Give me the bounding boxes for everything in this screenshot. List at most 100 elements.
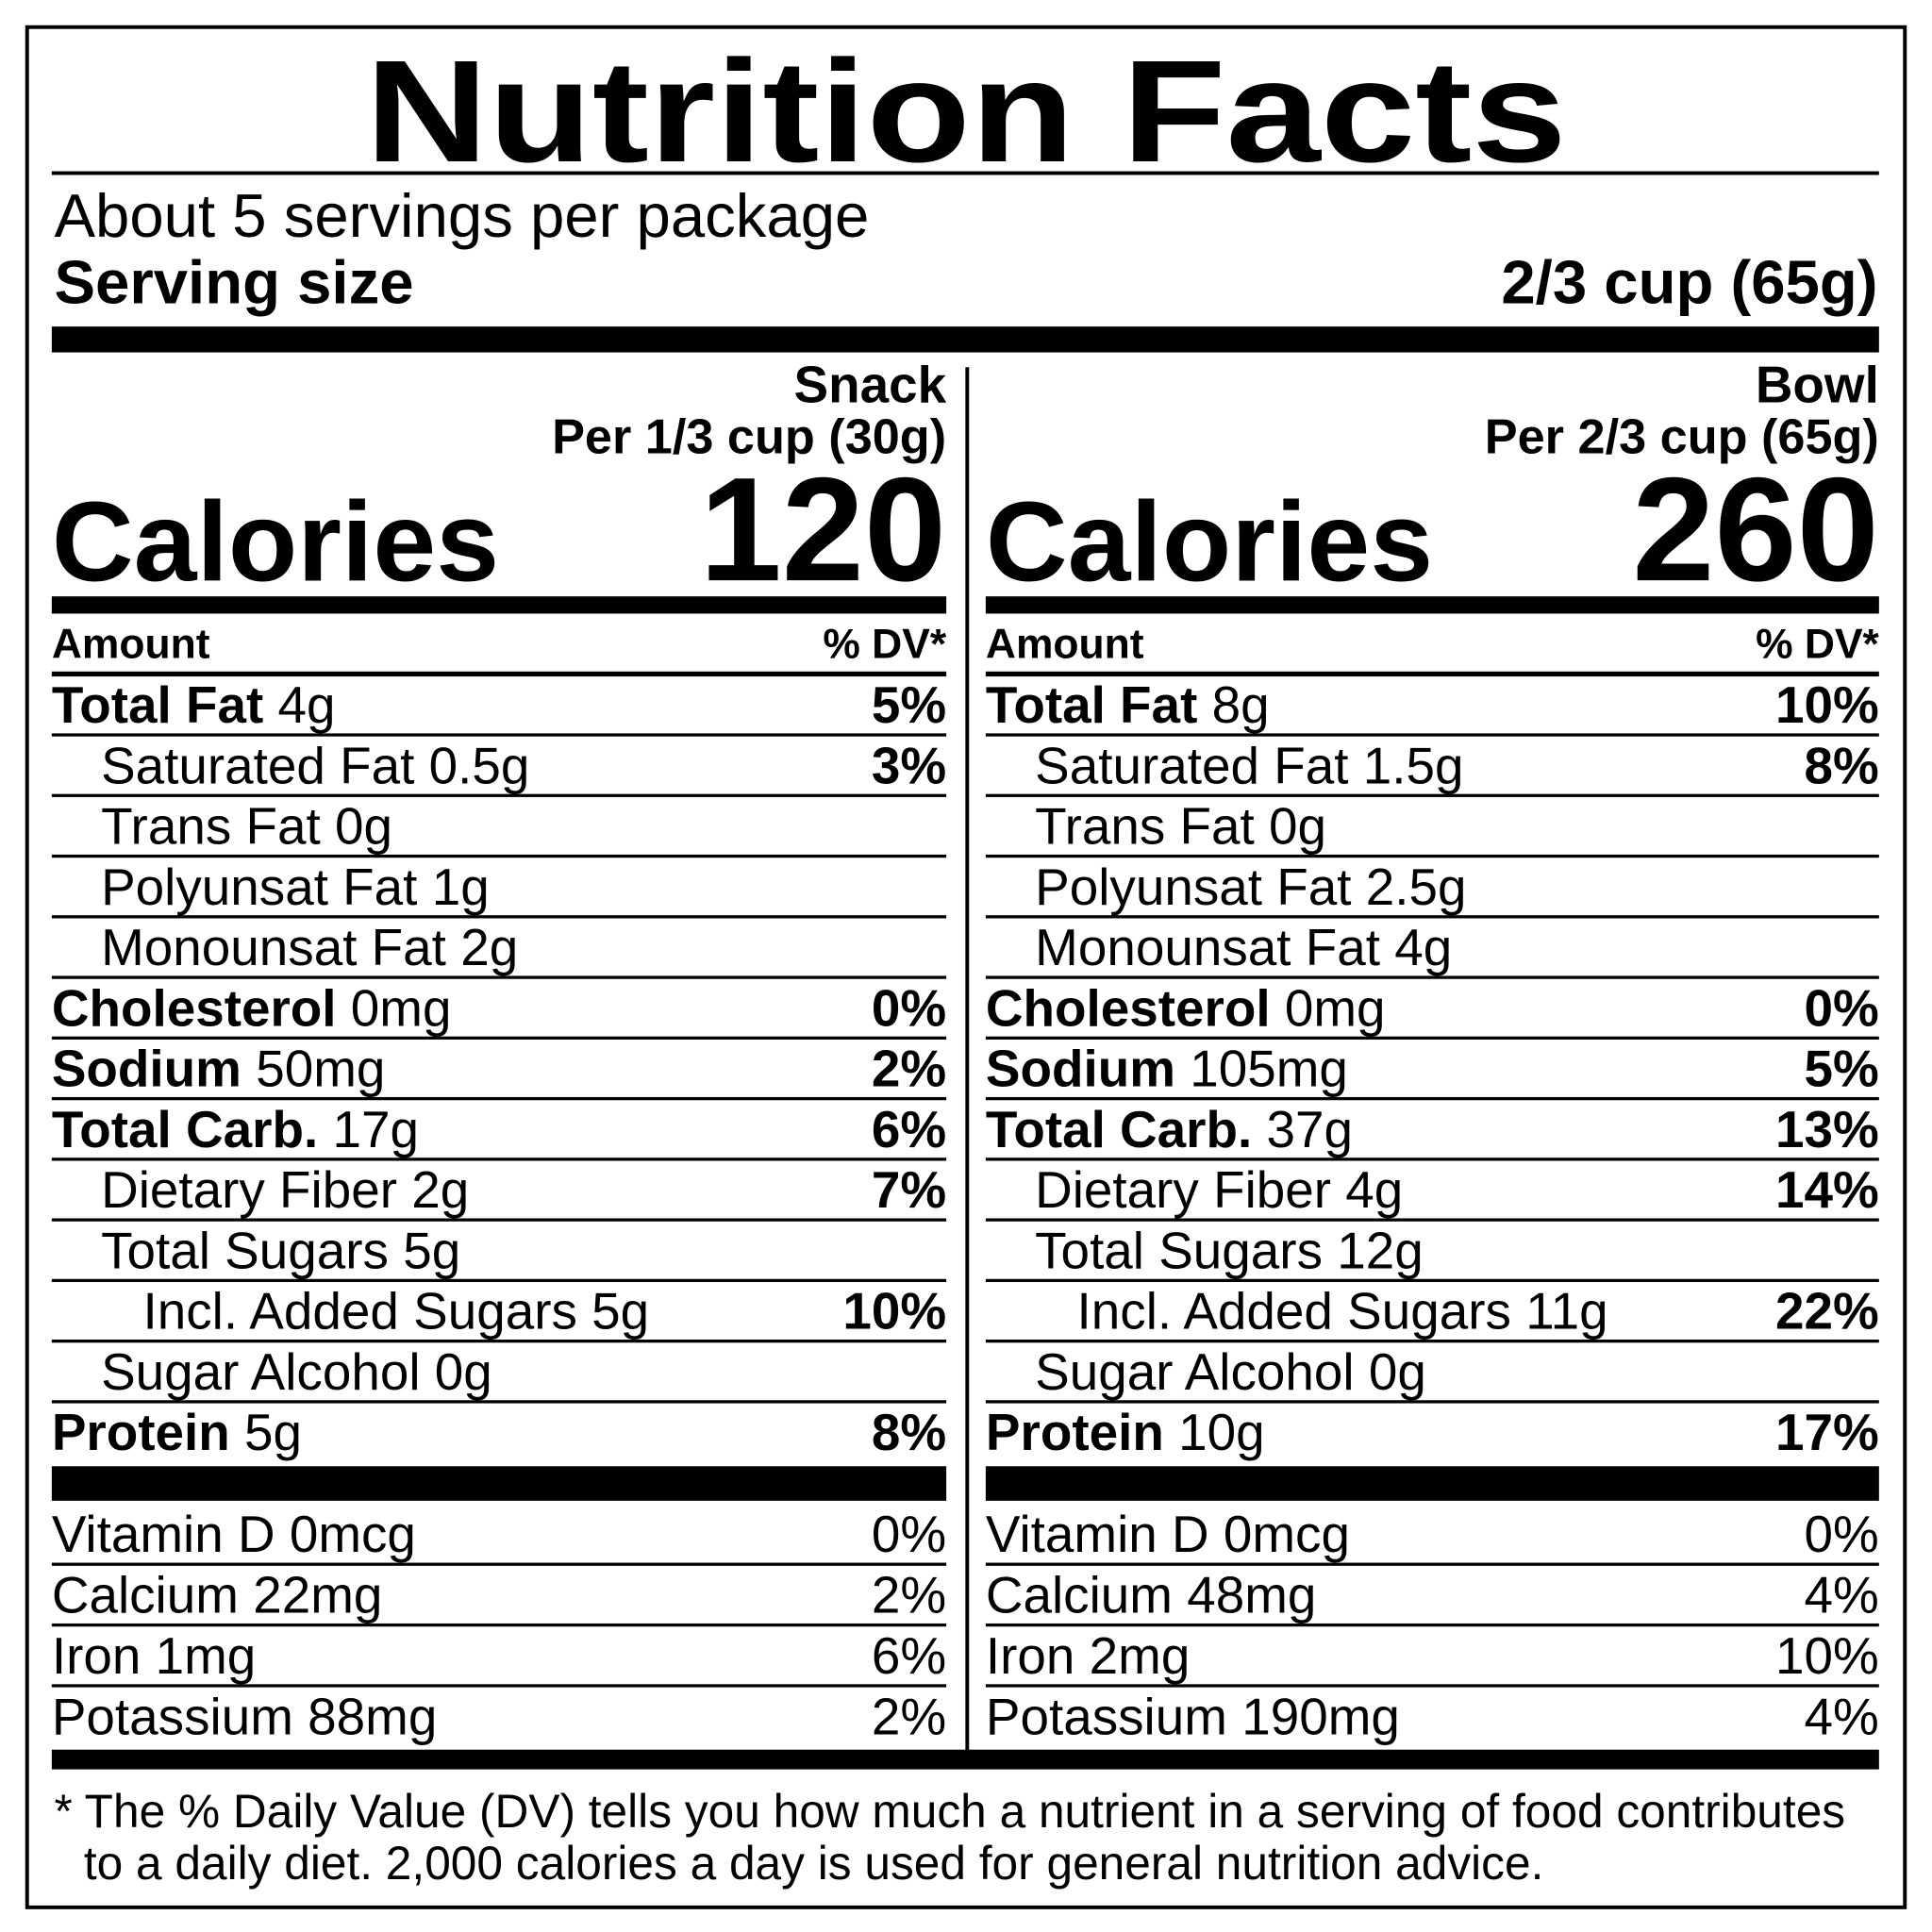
nutrient-amount: 8g (1212, 675, 1270, 734)
nutrient-name: Saturated Fat (1035, 736, 1348, 794)
nutrient-amount: 0mg (1285, 978, 1386, 1037)
nutrient-name: Incl. Added Sugars (1077, 1282, 1511, 1341)
nutrient-dv: 6% (872, 1100, 946, 1158)
nutrient-row: Protein 5g (52, 1403, 302, 1461)
row-rule (985, 1158, 1879, 1161)
nutrient-dv: 8% (872, 1403, 946, 1461)
vitamin-amount: 190mg (1241, 1687, 1400, 1745)
nutrient-row: Total Fat 4g (52, 675, 336, 734)
nutrient-name: Cholesterol (52, 978, 337, 1037)
nutrient-row: Sugar Alcohol 0g (101, 1342, 492, 1401)
row-rule (985, 915, 1879, 919)
vitamin-row: Iron 2mg (986, 1626, 1190, 1685)
vitamin-row: Vitamin D 0mcg (52, 1505, 416, 1563)
nutrient-dv: 10% (1775, 675, 1879, 734)
serving-size-value: 2/3 cup (65g) (1501, 248, 1877, 317)
row-rule (985, 1036, 1879, 1040)
vitamin-dv: 2% (872, 1687, 946, 1745)
vitamin-name: Calcium (986, 1566, 1173, 1624)
amount-header: Amount (52, 622, 210, 668)
nutrient-name: Trans Fat (101, 797, 321, 856)
vitamin-dv: 6% (872, 1626, 946, 1685)
vitamin-amount: 2mg (1090, 1626, 1191, 1685)
nutrient-name: Cholesterol (986, 978, 1271, 1037)
vitamin-row: Iron 1mg (52, 1626, 256, 1685)
vitamin-name: Vitamin D (52, 1505, 275, 1563)
nutrient-amount: 5g (244, 1403, 302, 1461)
nutrient-amount: 2.5g (1366, 858, 1467, 916)
row-rule (51, 1623, 947, 1627)
nutrient-row: Total Sugars 12g (1035, 1221, 1424, 1279)
nutrient-amount: 0g (1369, 1342, 1426, 1401)
vitamin-amount: 88mg (308, 1687, 437, 1745)
row-rule (985, 1400, 1879, 1404)
nutrient-name: Protein (52, 1403, 230, 1461)
nutrient-row: Total Carb. 37g (986, 1100, 1353, 1158)
row-rule (985, 1684, 1879, 1688)
nutrient-amount: 0g (1269, 797, 1326, 856)
row-rule (51, 975, 947, 979)
row-rule (985, 1278, 1879, 1283)
row-rule (51, 671, 947, 677)
footnote-line: to a daily diet. 2,000 calories a day is… (84, 1837, 1544, 1890)
row-rule (51, 1400, 947, 1404)
nutrient-amount: 11g (1525, 1282, 1607, 1341)
thick-bar (985, 1466, 1879, 1501)
nutrient-name: Sodium (986, 1040, 1175, 1098)
nutrient-row: Monounsat Fat 4g (1035, 918, 1452, 976)
vitamin-amount: 22mg (253, 1566, 382, 1624)
row-rule (985, 1562, 1879, 1566)
nutrient-row: Saturated Fat 0.5g (101, 736, 529, 794)
nutrient-row: Polyunsat Fat 1g (101, 858, 490, 916)
row-rule (51, 1340, 947, 1343)
nutrient-dv: 22% (1775, 1282, 1879, 1341)
row-rule (51, 1096, 947, 1101)
nutrient-name: Monounsat Fat (101, 918, 446, 976)
vitamin-dv: 4% (1805, 1687, 1879, 1745)
thick-bar (985, 596, 1879, 614)
nutrient-amount: 2g (411, 1160, 469, 1219)
nutrient-dv: 3% (872, 736, 946, 794)
nutrient-row: Trans Fat 0g (1035, 797, 1326, 856)
nutrient-row: Total Sugars 5g (101, 1221, 460, 1279)
nutrient-name: Total Fat (986, 675, 1197, 734)
column-name: Snack (794, 356, 947, 414)
nutrient-row: Polyunsat Fat 2.5g (1035, 858, 1466, 916)
row-rule (51, 1158, 947, 1161)
row-rule (51, 915, 947, 919)
row-rule (51, 854, 947, 858)
nutrient-dv: 10% (842, 1282, 946, 1341)
nutrient-row: Sugar Alcohol 0g (1035, 1342, 1426, 1401)
nutrient-name: Polyunsat Fat (101, 858, 417, 916)
nutrient-row: Protein 10g (986, 1403, 1265, 1461)
row-rule (51, 1562, 947, 1566)
vitamin-row: Calcium 22mg (52, 1566, 383, 1624)
nutrient-amount: 5g (403, 1221, 460, 1279)
nutrient-row: Monounsat Fat 2g (101, 918, 518, 976)
nutrient-amount: 0.5g (429, 736, 530, 794)
column-serving: Per 1/3 cup (30g) (552, 410, 946, 465)
dv-header: % DV* (823, 622, 946, 668)
nutrient-amount: 4g (1345, 1160, 1403, 1219)
amount-header: Amount (986, 622, 1144, 668)
nutrient-amount: 50mg (256, 1040, 385, 1098)
row-rule (51, 733, 947, 737)
vitamin-amount: 48mg (1187, 1566, 1316, 1624)
vitamin-dv: 0% (1805, 1505, 1879, 1563)
nutrient-row: Sodium 105mg (986, 1040, 1348, 1098)
row-rule (985, 1340, 1879, 1343)
nutrient-name: Total Sugars (101, 1221, 389, 1279)
column-divider (965, 367, 970, 1753)
vitamin-dv: 4% (1805, 1566, 1879, 1624)
nutrient-name: Sodium (52, 1040, 242, 1098)
row-rule (51, 1278, 947, 1283)
nutrient-amount: 4g (278, 675, 336, 734)
nutrient-name: Total Carb. (986, 1100, 1252, 1158)
nutrient-dv: 17% (1775, 1403, 1879, 1461)
nutrient-amount: 12g (1337, 1221, 1424, 1279)
vitamin-name: Iron (986, 1626, 1075, 1685)
thick-bar (51, 596, 947, 614)
nutrient-name: Incl. Added Sugars (143, 1282, 577, 1341)
calories-value: 260 (1632, 447, 1878, 612)
footnote-line: * The % Daily Value (DV) tells you how m… (54, 1785, 1845, 1838)
